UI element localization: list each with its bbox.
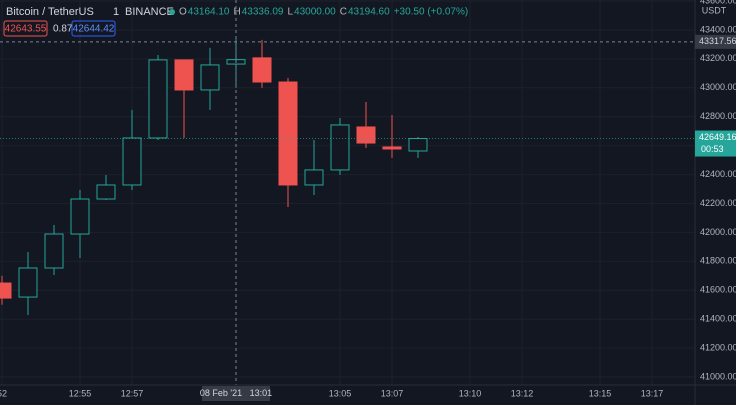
crosshair-price-box	[695, 34, 736, 49]
exchange: BINANCE	[125, 6, 174, 18]
y-tick-label: 43400.00	[700, 24, 736, 34]
crosshair-time-label: 08 Feb '21 13:01	[200, 388, 272, 398]
candle-body	[148, 59, 168, 139]
x-tick-label: 13:10	[459, 388, 482, 398]
legend-key: H	[234, 7, 241, 18]
candle-body	[408, 138, 428, 152]
y-tick-label: 42800.00	[700, 111, 736, 121]
legend-value: 43164.10	[188, 7, 230, 18]
y-tick-label: 43600.00	[700, 0, 736, 5]
countdown: 00:53	[701, 144, 724, 154]
legend-value: 43336.09	[242, 7, 284, 18]
y-tick-label: 41600.00	[700, 285, 736, 295]
x-tick-label: 13:12	[511, 388, 534, 398]
legend-key: O	[179, 7, 187, 18]
legend-value: 43194.60	[348, 7, 390, 18]
x-tick-label: 52	[0, 388, 7, 398]
candle-body	[252, 57, 272, 83]
candle-body	[96, 184, 116, 200]
bid: 42643.55	[5, 24, 47, 35]
candle-body	[174, 59, 194, 91]
candle-body	[356, 126, 376, 144]
crosshair-time-box	[202, 386, 270, 401]
legend-key: C	[340, 7, 347, 18]
chart-title: Bitcoin / TetherUS	[6, 6, 94, 18]
y-tick-label: 42400.00	[700, 169, 736, 179]
ask-box	[71, 20, 116, 37]
y-tick-label: 41200.00	[700, 342, 736, 352]
y-tick-label: 42200.00	[700, 198, 736, 208]
x-tick-label: 12:57	[121, 388, 144, 398]
last-price-box	[695, 130, 736, 157]
y-tick-label: 41400.00	[700, 314, 736, 324]
candle-body	[330, 124, 350, 171]
y-tick-label: 41800.00	[700, 256, 736, 266]
candle-body	[70, 198, 90, 235]
legend-value: 43000.00	[294, 7, 336, 18]
y-tick-label: 43200.00	[700, 53, 736, 63]
candle-body	[200, 64, 220, 91]
last-price-label: 42649.16	[699, 132, 736, 142]
crosshair-price-label: 43317.56	[699, 36, 736, 46]
candle-body	[304, 169, 324, 186]
y-tick-label: 43000.00	[700, 82, 736, 92]
x-tick-label: 13:07	[381, 388, 404, 398]
legend-key: L	[287, 7, 293, 18]
candle-body	[122, 137, 142, 186]
candle-body	[44, 233, 64, 269]
candle-body	[382, 146, 402, 150]
candle-body	[278, 81, 298, 186]
currency: USDT	[702, 5, 727, 15]
y-tick-label: 42000.00	[700, 227, 736, 237]
bid-box	[3, 20, 48, 37]
x-tick-label: 12:55	[69, 388, 92, 398]
candle-body	[0, 282, 12, 299]
x-tick-label: 13:17	[641, 388, 664, 398]
spread: 0.87	[53, 24, 73, 35]
y-tick-label: 41000.00	[700, 371, 736, 381]
interval: 1	[113, 6, 119, 18]
candle-body	[18, 267, 38, 298]
status-dot	[169, 9, 175, 15]
x-tick-label: 13:15	[589, 388, 612, 398]
ask: 42644.42	[73, 24, 115, 35]
x-tick-label: 13:05	[329, 388, 352, 398]
legend-change: +30.50 (+0.07%)	[394, 7, 469, 18]
